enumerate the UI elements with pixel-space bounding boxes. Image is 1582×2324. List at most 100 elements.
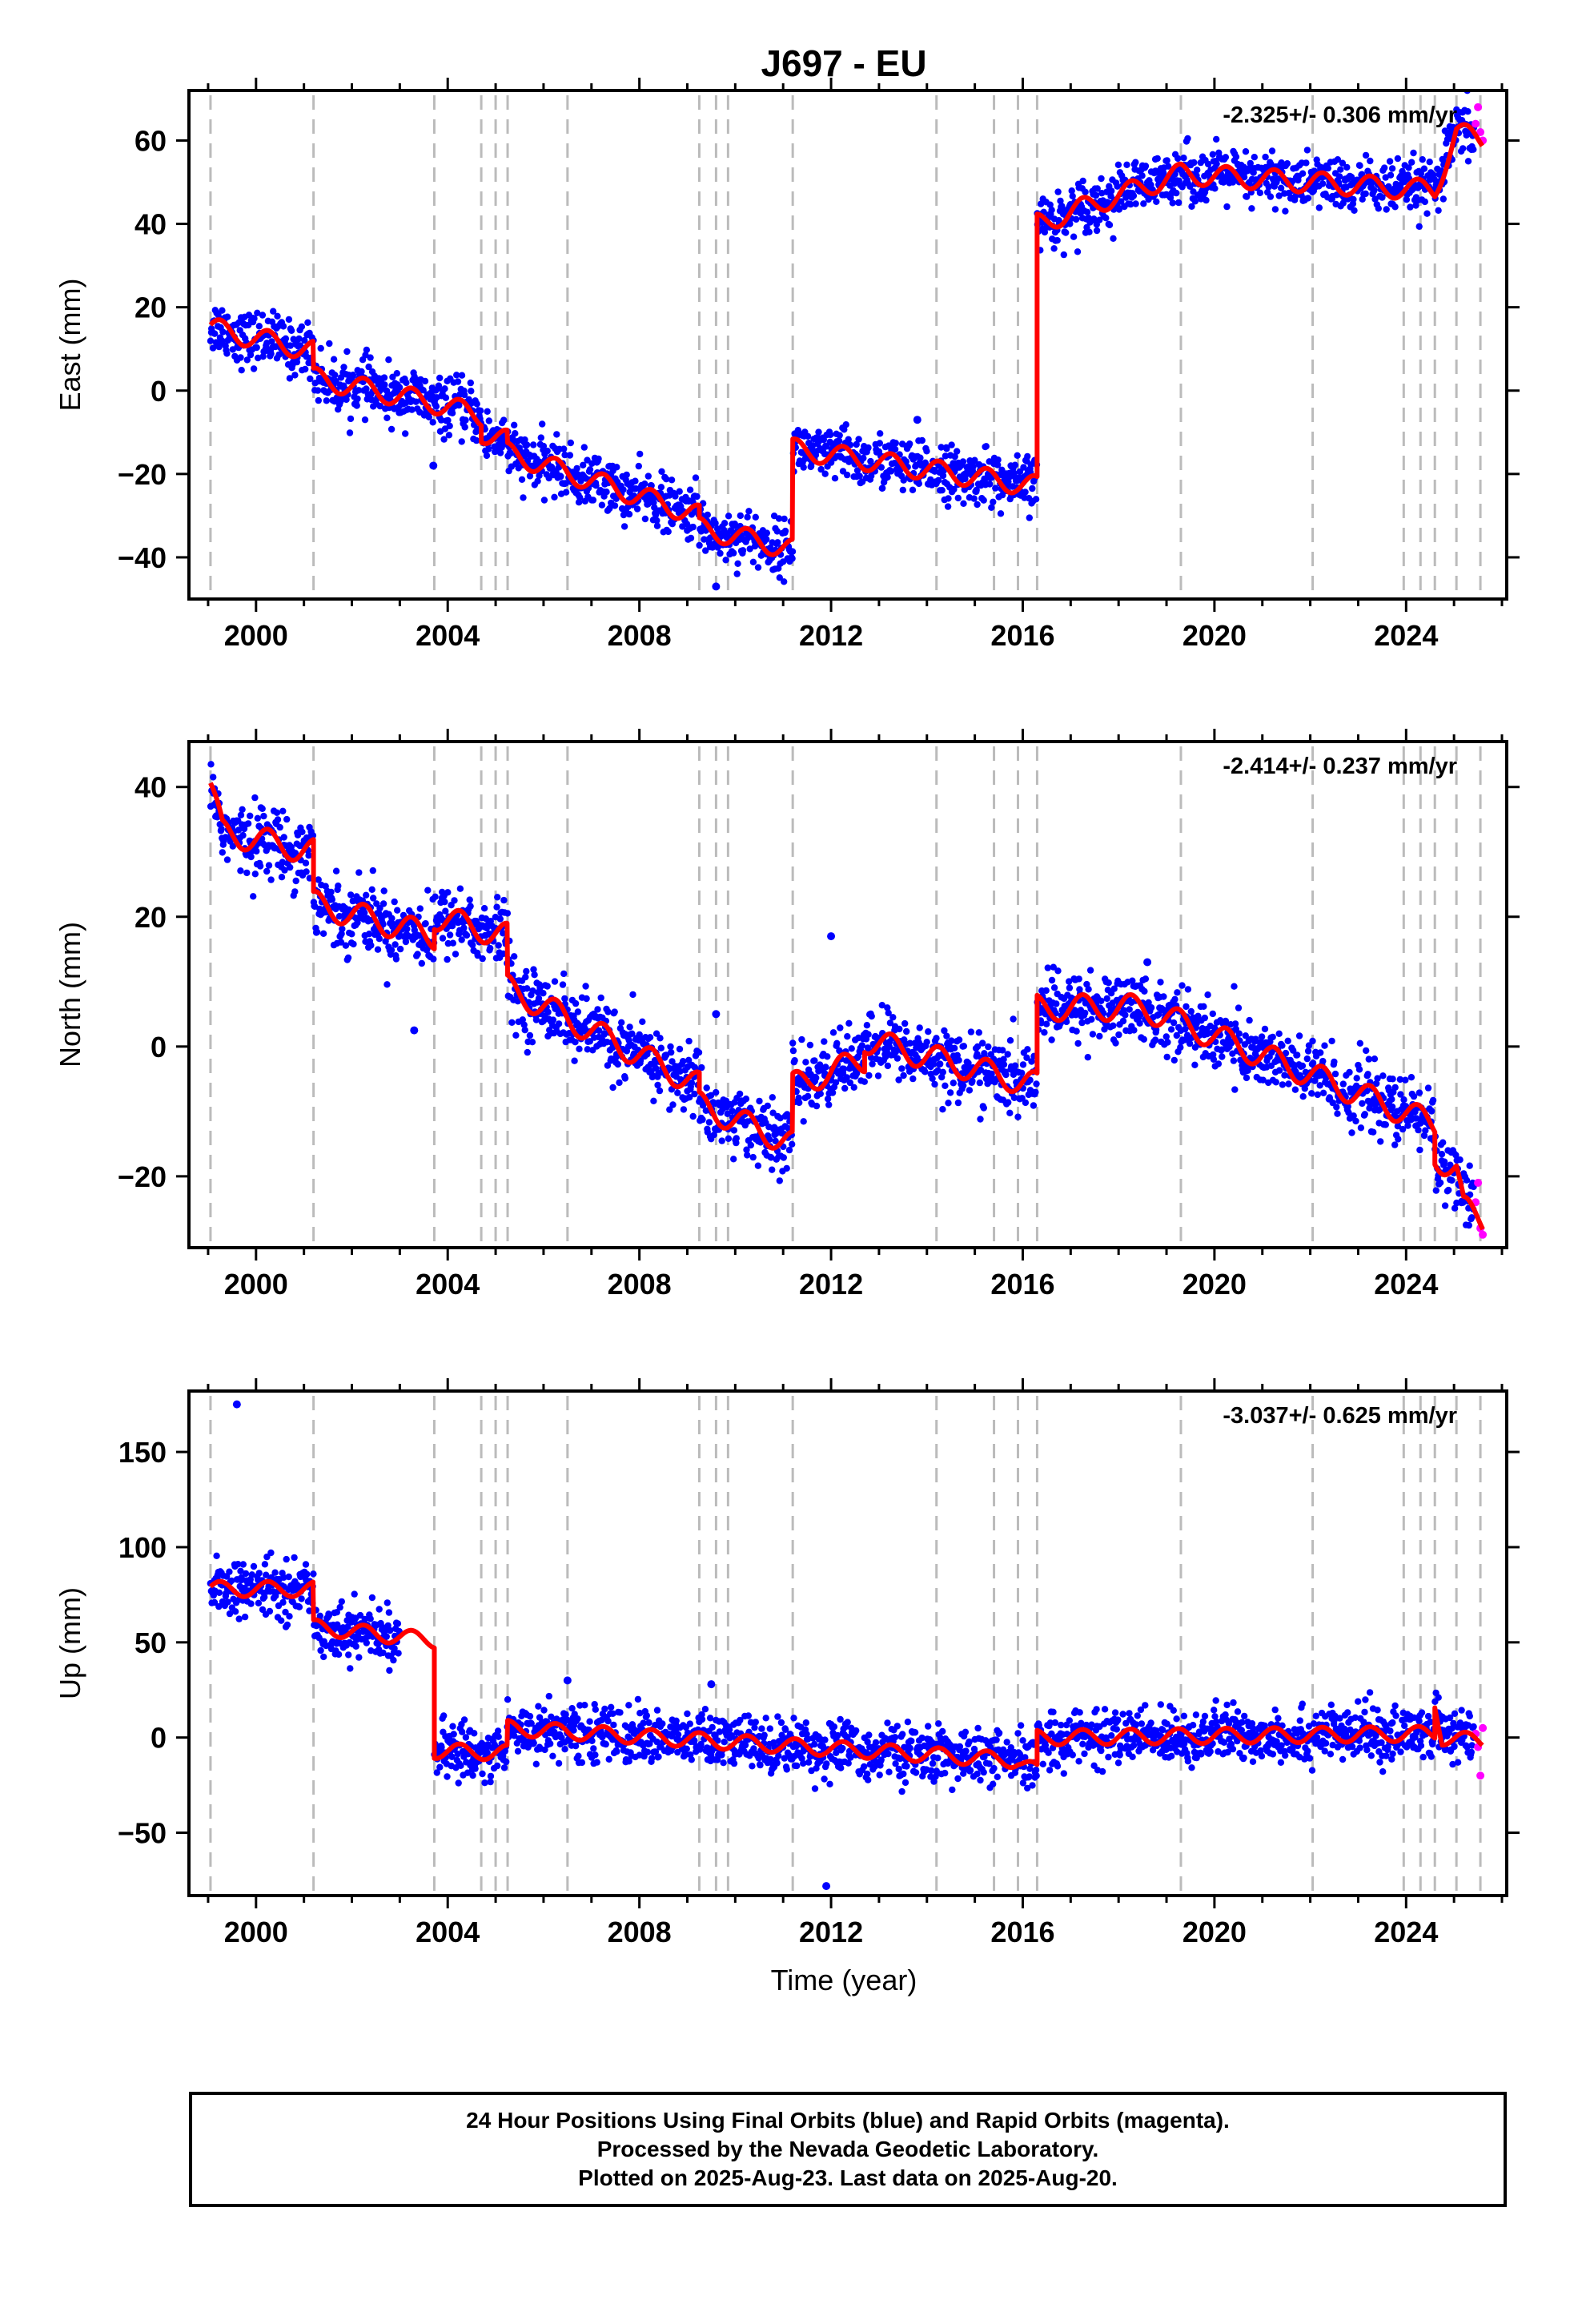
panel-2: 2000 2004 2008 2012 2016 2020 2024−50050100150…	[54, 1378, 1520, 1948]
y-tick-label: 20	[135, 901, 167, 934]
final-orbit-point	[484, 1749, 491, 1756]
final-orbit-point	[821, 1038, 828, 1045]
final-orbit-point	[474, 951, 481, 959]
final-orbit-point	[1057, 197, 1064, 205]
final-orbit-point	[349, 897, 356, 905]
final-orbit-point	[274, 816, 282, 823]
final-orbit-point	[891, 445, 899, 453]
final-orbit-point	[442, 394, 450, 401]
final-orbit-point	[1314, 1091, 1322, 1099]
final-orbit-point	[247, 812, 254, 819]
final-orbit-point	[537, 434, 544, 441]
final-orbit-point	[821, 470, 829, 477]
final-orbit-point	[512, 430, 519, 437]
final-orbit-point	[1357, 1124, 1365, 1132]
final-orbit-point	[438, 1743, 445, 1751]
final-orbit-point	[347, 1665, 354, 1672]
final-orbit-point	[986, 480, 994, 488]
final-orbit-point	[1232, 153, 1240, 161]
final-orbit-point	[229, 842, 236, 850]
final-orbit-point	[1361, 1111, 1369, 1118]
final-orbit-point	[302, 859, 310, 866]
final-orbit-point	[1024, 1046, 1031, 1053]
final-orbit-point	[265, 862, 273, 869]
final-orbit-point	[1204, 991, 1211, 999]
final-orbit-point	[840, 1065, 848, 1072]
final-orbit-point	[1002, 1071, 1010, 1079]
final-orbit-point	[1011, 1062, 1019, 1069]
final-orbit-point	[449, 1723, 456, 1730]
final-orbit-point	[421, 377, 429, 385]
final-orbit-point	[1142, 163, 1150, 170]
final-orbit-point	[1235, 1030, 1243, 1037]
final-orbit-point	[1282, 207, 1289, 215]
final-orbit-point	[472, 436, 480, 444]
final-orbit-point	[241, 1613, 249, 1621]
final-orbit-point	[273, 809, 281, 816]
final-orbit-point	[331, 372, 339, 379]
final-orbit-point	[305, 852, 312, 859]
x-tick-label: 2000	[224, 619, 288, 652]
final-orbit-point	[691, 1090, 698, 1098]
final-orbit-point	[635, 462, 642, 470]
final-orbit-point	[1337, 166, 1344, 173]
final-orbit-point	[460, 391, 468, 399]
final-orbit-point	[1294, 1051, 1301, 1059]
final-orbit-point	[1169, 199, 1176, 207]
final-orbit-point	[1105, 979, 1112, 987]
final-orbit-point	[1258, 1039, 1265, 1046]
final-orbit-point	[449, 939, 456, 947]
outlier-point	[913, 416, 921, 424]
final-orbit-point	[1405, 164, 1412, 171]
final-orbit-point	[698, 1063, 705, 1072]
final-orbit-point	[1184, 986, 1192, 993]
final-orbit-point	[1086, 967, 1094, 974]
final-orbit-point	[1092, 191, 1100, 199]
final-orbit-point	[584, 1046, 591, 1053]
final-orbit-point	[571, 1057, 578, 1064]
final-orbit-point	[367, 942, 375, 949]
final-orbit-point	[1231, 983, 1238, 990]
final-orbit-point	[806, 1041, 814, 1049]
final-orbit-point	[387, 947, 396, 954]
final-orbit-point	[1188, 203, 1195, 210]
final-orbit-point	[1163, 157, 1170, 164]
final-orbit-point	[853, 440, 860, 448]
final-orbit-point	[663, 476, 670, 483]
final-orbit-point	[1299, 1062, 1307, 1070]
final-orbit-point	[536, 984, 544, 991]
final-orbit-point	[279, 858, 286, 866]
final-orbit-point	[685, 1037, 693, 1045]
final-orbit-point	[695, 1049, 703, 1056]
final-orbit-point	[843, 471, 851, 479]
final-orbit-point	[800, 464, 807, 471]
final-orbit-point	[865, 1031, 872, 1038]
final-orbit-point	[1187, 1007, 1195, 1015]
plot-frame	[187, 89, 1508, 601]
final-orbit-point	[445, 432, 453, 439]
final-orbit-point	[889, 1014, 897, 1021]
final-orbit-point	[1004, 1051, 1011, 1058]
final-orbit-point	[813, 1074, 820, 1082]
final-orbit-point	[211, 1598, 219, 1606]
final-orbit-point	[1062, 229, 1070, 236]
final-orbit-point	[561, 995, 568, 1003]
final-orbit-point	[278, 1617, 285, 1624]
final-orbit-point	[1347, 173, 1355, 181]
final-orbit-point	[620, 486, 627, 493]
final-orbit-point	[1350, 195, 1357, 203]
final-orbit-point	[291, 372, 299, 379]
final-orbit-point	[687, 534, 695, 542]
final-orbit-point	[789, 1039, 797, 1047]
final-orbit-point	[960, 1082, 967, 1089]
final-orbit-point	[1032, 496, 1040, 503]
final-orbit-point	[247, 1600, 255, 1607]
final-orbit-point	[1167, 1026, 1175, 1033]
final-orbit-point	[251, 794, 259, 802]
final-orbit-point	[535, 1703, 542, 1710]
final-orbit-point	[526, 1712, 534, 1720]
final-orbit-point	[314, 387, 322, 394]
final-orbit-point	[493, 903, 500, 911]
final-orbit-point	[1334, 156, 1342, 163]
final-orbit-point	[355, 387, 363, 394]
